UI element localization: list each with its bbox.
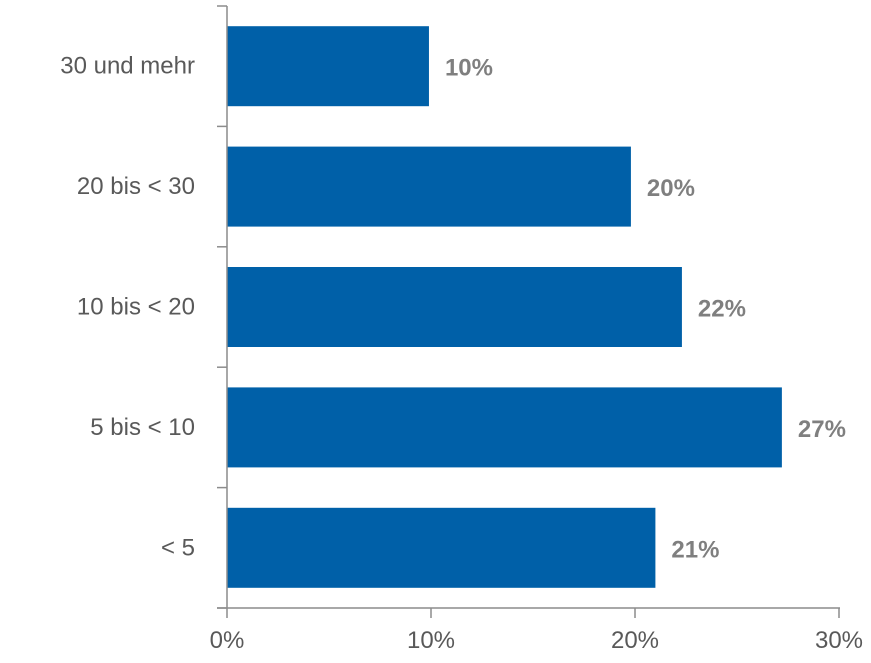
- data-label: 21%: [671, 536, 719, 563]
- data-label: 20%: [647, 175, 695, 202]
- x-tick-label: 30%: [815, 627, 863, 654]
- category-labels: 30 und mehr 20 bis < 30 10 bis < 20 5 bis <…: [60, 53, 195, 562]
- x-tick-label: 20%: [611, 627, 659, 654]
- category-label: 20 bis < 30: [77, 173, 195, 200]
- category-label: 30 und mehr: [60, 53, 195, 80]
- x-tick-label: 0%: [210, 627, 245, 654]
- data-label: 10%: [445, 55, 493, 82]
- bars-group: [227, 26, 782, 588]
- bar: [227, 146, 631, 227]
- data-labels: 10% 20% 22% 27% 21%: [445, 55, 846, 564]
- data-label: 27%: [798, 416, 846, 443]
- x-axis-ticks: 0% 10% 20% 30%: [210, 608, 863, 654]
- y-axis-ticks: [217, 5, 227, 609]
- data-label: 22%: [698, 296, 746, 323]
- category-label: 10 bis < 20: [77, 294, 195, 321]
- bar: [227, 267, 682, 347]
- bar: [227, 26, 429, 107]
- bar: [227, 507, 656, 588]
- category-label: < 5: [161, 534, 195, 561]
- category-label: 5 bis < 10: [90, 414, 195, 441]
- bar: [227, 387, 782, 468]
- x-tick-label: 10%: [407, 627, 455, 654]
